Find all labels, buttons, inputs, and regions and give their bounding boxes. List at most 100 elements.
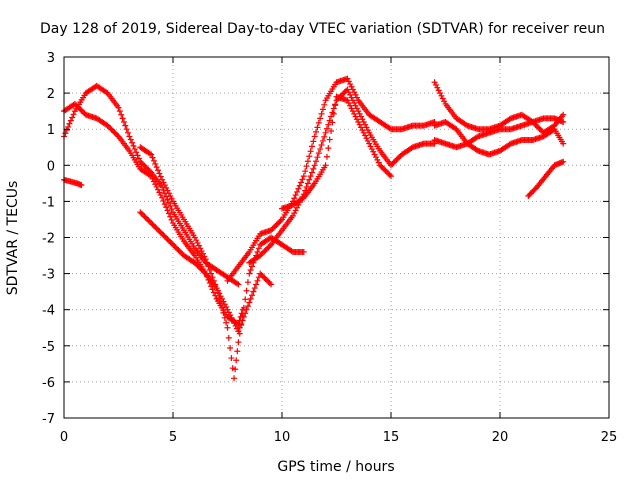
data-point — [105, 123, 112, 130]
data-point — [264, 245, 271, 252]
data-point — [165, 210, 172, 217]
data-point — [452, 125, 459, 132]
data-point — [146, 150, 153, 157]
data-point — [152, 224, 159, 231]
data-point — [439, 95, 446, 102]
data-point — [291, 210, 298, 217]
data-point — [163, 204, 170, 211]
data-point — [243, 287, 250, 294]
data-point — [149, 221, 156, 228]
data-point — [238, 322, 245, 329]
data-point — [268, 227, 275, 234]
data-point — [153, 164, 160, 171]
data-point — [159, 230, 166, 237]
data-point — [358, 113, 365, 120]
y-tick-label: 2 — [47, 87, 55, 102]
data-point — [228, 355, 235, 362]
data-point — [353, 105, 360, 112]
data-point — [156, 170, 163, 177]
data-point — [257, 270, 264, 277]
data-point — [201, 253, 208, 260]
data-point — [259, 249, 266, 256]
data-point — [307, 173, 314, 180]
data-point — [330, 110, 337, 117]
data-point — [353, 116, 360, 123]
data-point — [229, 317, 236, 324]
data-point — [74, 103, 81, 110]
data-point — [322, 162, 329, 169]
data-point — [148, 173, 155, 180]
data-point — [298, 179, 305, 186]
data-point — [168, 240, 175, 247]
data-point — [67, 117, 74, 124]
data-point — [150, 157, 157, 164]
data-point — [292, 207, 299, 214]
x-tick-label: 15 — [383, 430, 400, 445]
series-arc-k — [431, 115, 567, 151]
data-point — [408, 145, 415, 152]
data-point — [204, 259, 211, 266]
data-point — [170, 241, 176, 248]
data-point — [231, 320, 238, 327]
data-point — [360, 118, 367, 125]
data-point — [149, 154, 156, 161]
data-point — [303, 163, 310, 170]
data-point — [208, 270, 215, 277]
data-point — [300, 248, 307, 255]
data-point — [150, 222, 157, 229]
y-tick-label: 3 — [47, 51, 55, 66]
data-point — [255, 245, 262, 252]
series-arc-g — [246, 86, 438, 266]
data-point — [220, 298, 227, 305]
data-point — [227, 312, 234, 319]
data-point — [308, 169, 315, 176]
data-point — [194, 262, 201, 269]
data-point — [148, 151, 155, 158]
data-point — [216, 294, 223, 301]
y-tick-label: -2 — [42, 232, 55, 247]
data-point — [310, 165, 317, 172]
data-point — [103, 89, 110, 96]
data-point — [332, 102, 339, 109]
data-point — [370, 148, 377, 155]
data-point — [317, 146, 324, 153]
data-point — [236, 324, 243, 331]
data-point — [364, 127, 371, 134]
y-tick-label: -6 — [42, 376, 55, 391]
data-point — [194, 239, 201, 246]
data-point — [135, 155, 142, 162]
data-point — [506, 116, 513, 123]
data-point — [199, 267, 206, 274]
data-point — [142, 214, 149, 221]
data-point — [268, 281, 275, 288]
data-point — [323, 153, 330, 160]
data-point — [160, 232, 167, 239]
data-point — [153, 183, 160, 190]
data-point — [195, 242, 202, 249]
x-tick-label: 25 — [601, 430, 618, 445]
data-point — [206, 266, 213, 273]
data-point — [172, 244, 179, 251]
series-arc-j — [431, 118, 567, 158]
data-point — [356, 110, 363, 117]
data-point — [321, 133, 328, 140]
data-point — [163, 234, 170, 241]
data-point — [535, 124, 542, 131]
data-point — [373, 154, 380, 161]
data-point — [351, 89, 358, 96]
data-point — [536, 125, 543, 132]
data-point — [311, 133, 318, 140]
data-point — [349, 86, 356, 93]
data-point — [246, 270, 253, 277]
data-point — [157, 229, 164, 236]
series-arc-f — [224, 75, 438, 284]
data-point — [164, 187, 171, 194]
data-point — [360, 129, 367, 136]
data-point — [319, 106, 326, 113]
data-point — [356, 121, 363, 128]
data-point — [347, 91, 354, 98]
data-point — [322, 129, 329, 136]
data-point — [167, 239, 174, 246]
data-point — [473, 146, 480, 153]
